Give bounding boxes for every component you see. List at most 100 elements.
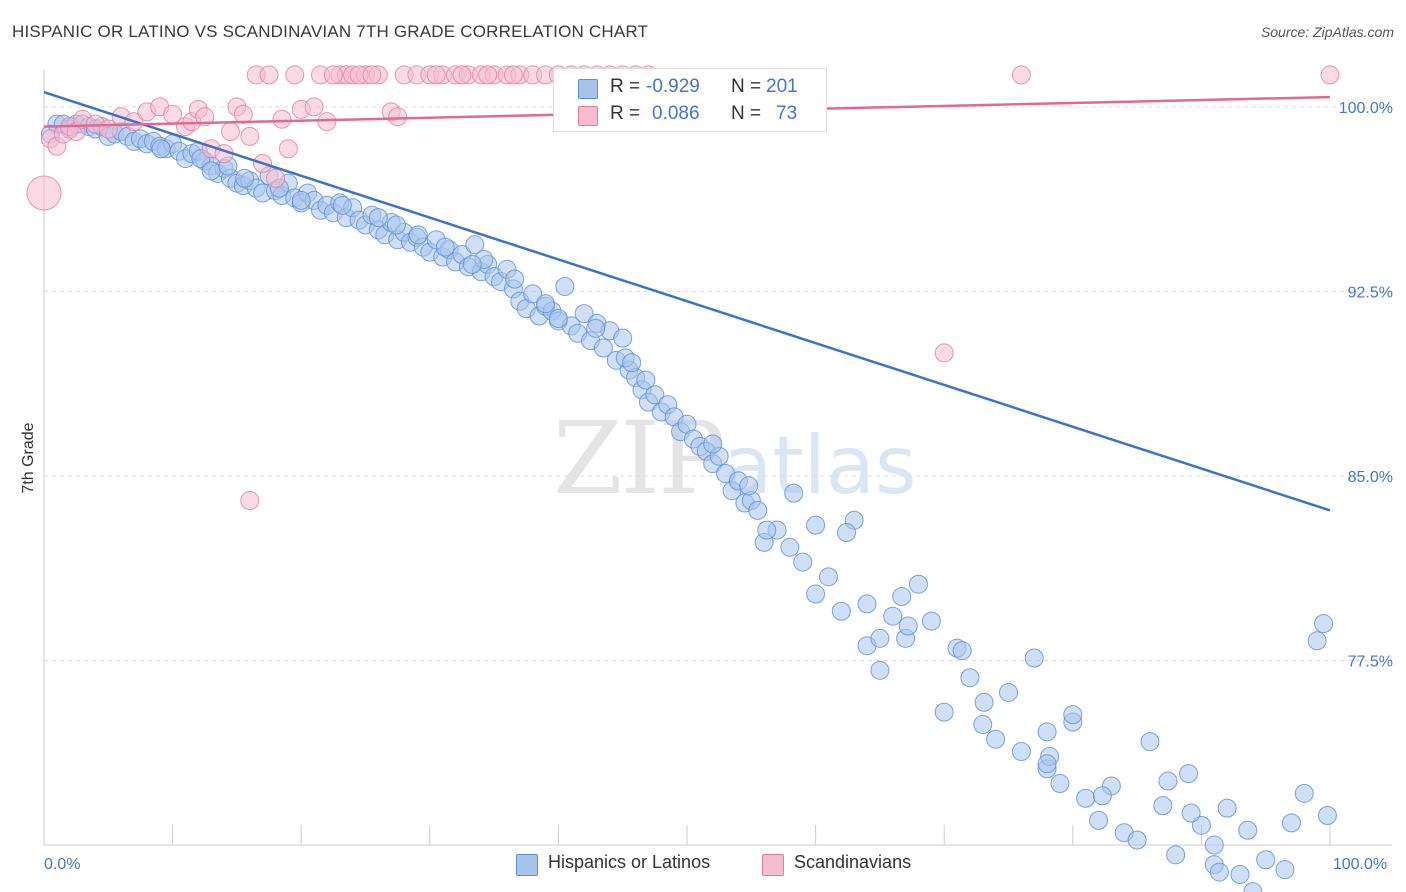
hispanic-point — [1140, 732, 1160, 752]
hispanic-point — [784, 483, 804, 503]
scandinavian-legend-label: Scandinavians — [794, 852, 912, 872]
n-label: N = — [731, 76, 762, 97]
hispanic-point — [1037, 754, 1057, 774]
hispanic-point — [593, 338, 613, 358]
scandinavian-point — [265, 168, 285, 188]
y-axis-label: 7th Grade — [20, 422, 37, 493]
hispanic-point — [806, 515, 826, 535]
hispanic-point — [1050, 773, 1070, 793]
hispanic-point — [1209, 862, 1229, 882]
hispanic-point — [818, 567, 838, 587]
r-label: R = — [610, 103, 641, 124]
scandinavian-point — [934, 343, 954, 363]
hispanic-point — [1092, 786, 1112, 806]
hispanic-point — [831, 601, 851, 621]
hispanic-point — [1011, 742, 1031, 762]
watermark: ZIPatlas — [553, 400, 917, 517]
trend-lines — [43, 90, 1331, 512]
hispanic-point — [1127, 830, 1147, 850]
hispanic-point — [1037, 722, 1057, 742]
hispanic-point — [1275, 860, 1295, 880]
hispanic-point — [883, 606, 903, 626]
hispanic-legend-label: Hispanics or Latinos — [548, 852, 711, 872]
hispanic-point — [952, 641, 972, 661]
hispanic-point — [1307, 631, 1327, 651]
hispanic-point — [1256, 850, 1276, 870]
stats-row-hispanic: R = -0.929 N = 201 — [554, 73, 826, 101]
hispanic-point — [806, 584, 826, 604]
hispanic-point — [622, 353, 642, 373]
hispanic-point — [574, 304, 594, 324]
scandinavian-point — [478, 65, 498, 85]
hispanic-point — [974, 692, 994, 712]
scandinavian-point — [285, 65, 305, 85]
scandinavian-legend-swatch — [762, 854, 784, 876]
scandinavian-point — [240, 491, 260, 511]
hispanic-point — [780, 537, 800, 557]
chart-title: HISPANIC OR LATINO VS SCANDINAVIAN 7TH G… — [12, 22, 649, 41]
hispanic-trend-line — [43, 90, 1331, 512]
hispanic-point — [235, 168, 255, 188]
hispanic-point — [386, 215, 406, 235]
r-label: R = — [610, 76, 641, 97]
hispanic-point — [973, 714, 993, 734]
hispanic-point — [934, 702, 954, 722]
scandinavian-point — [259, 65, 279, 85]
hispanic-point — [291, 190, 311, 210]
scandinavian-point — [452, 65, 472, 85]
scandinavian-point — [362, 65, 382, 85]
hispanic-point — [1063, 705, 1083, 725]
hispanic-legend-swatch — [516, 854, 538, 876]
hispanic-point — [636, 370, 656, 390]
hispanic-point — [1089, 810, 1109, 830]
hispanic-point — [1238, 820, 1258, 840]
source-credit: Source: ZipAtlas.com — [1260, 24, 1394, 40]
x-tick-label: 0.0% — [44, 856, 80, 873]
data-points — [26, 65, 1340, 892]
hispanic-point — [757, 520, 777, 540]
hispanic-point — [1191, 815, 1211, 835]
hispanic-point — [739, 476, 759, 496]
hispanic-point — [1158, 771, 1178, 791]
hispanic-point — [645, 385, 665, 405]
scandinavian-point — [272, 109, 292, 129]
hispanic-point — [465, 235, 485, 255]
hispanic-swatch — [578, 79, 598, 99]
scandinavian-swatch — [578, 106, 598, 126]
hispanic-point — [1181, 803, 1201, 823]
hispanic-point — [1217, 798, 1237, 818]
hispanic-point — [462, 254, 482, 274]
hispanic-point — [892, 587, 912, 607]
n-value: 73 — [776, 103, 798, 124]
scandinavian-point — [503, 65, 523, 85]
hispanic-point — [1166, 845, 1186, 865]
watermark-zip: ZIP — [553, 400, 725, 517]
scandinavian-point — [220, 122, 240, 142]
x-tick-label: 100.0% — [1333, 856, 1387, 873]
hispanic-point — [613, 328, 633, 348]
hispanic-point — [1153, 796, 1173, 816]
hispanic-point — [201, 161, 221, 181]
hispanic-point — [1243, 882, 1263, 892]
y-tick-label: 92.5% — [1348, 284, 1393, 301]
scandinavian-point — [1320, 65, 1340, 85]
hispanic-point — [748, 500, 768, 520]
hispanic-point — [857, 594, 877, 614]
scandinavian-point — [233, 104, 253, 124]
y-tick-label: 77.5% — [1348, 653, 1393, 670]
hispanic-point — [1314, 614, 1334, 634]
hispanic-point — [793, 552, 813, 572]
hispanic-point — [1317, 805, 1337, 825]
scandinavian-point — [26, 175, 62, 211]
hispanic-point — [523, 284, 543, 304]
hispanic-point — [555, 277, 575, 297]
n-value: 201 — [766, 76, 798, 97]
hispanic-point — [921, 611, 941, 631]
stats-row-scandinavian: R = 0.086 N = 73 — [554, 100, 826, 128]
scandinavian-point — [240, 126, 260, 146]
hispanic-point — [898, 616, 918, 636]
hispanic-point — [960, 668, 980, 688]
y-tick-label: 85.0% — [1348, 469, 1393, 486]
scandinavian-point — [323, 65, 343, 85]
axis-labels: 100.0% 92.5% 85.0% 77.5% 0.0% 100.0% 7th Grade — [20, 100, 1393, 873]
